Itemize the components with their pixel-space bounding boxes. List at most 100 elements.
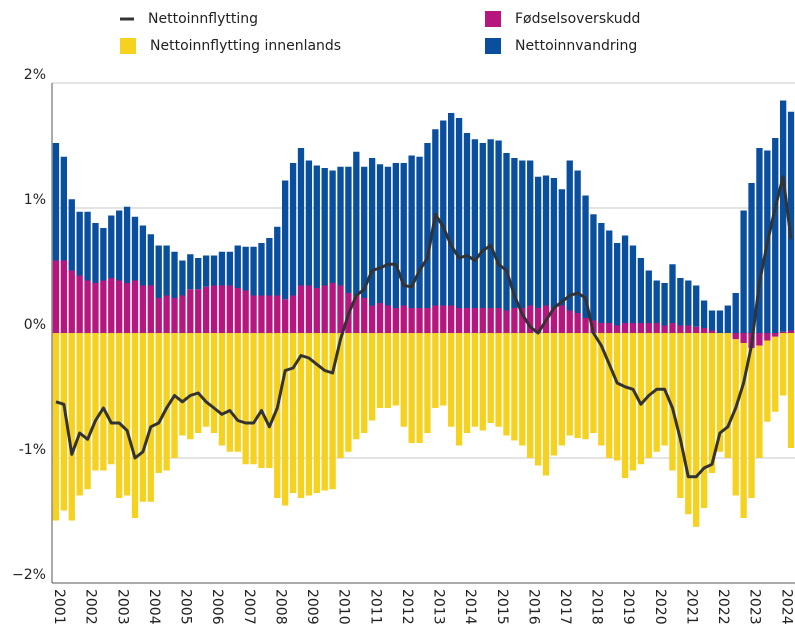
bar — [305, 333, 313, 496]
bar — [234, 288, 241, 333]
bar — [455, 308, 463, 333]
bar — [487, 308, 494, 333]
bar — [321, 285, 328, 333]
bar — [637, 333, 645, 465]
bar — [147, 333, 154, 502]
bar — [637, 258, 645, 323]
bar — [76, 211, 83, 276]
bar — [337, 166, 344, 286]
bar — [337, 285, 344, 333]
bar — [68, 199, 75, 271]
x-tick-label: 2001 — [51, 589, 67, 625]
legend-swatch — [485, 11, 501, 27]
bar — [779, 100, 787, 332]
bar — [289, 295, 297, 333]
x-tick-label: 2021 — [683, 589, 699, 625]
bar — [772, 333, 779, 337]
bar — [700, 300, 708, 328]
bar — [519, 308, 526, 333]
x-tick-label: 2019 — [620, 589, 636, 625]
x-tick-label: 2014 — [462, 589, 478, 625]
bar — [147, 234, 154, 286]
x-tick-label: 2023 — [747, 589, 763, 625]
bar — [700, 333, 708, 508]
bar — [92, 283, 99, 333]
bar — [92, 333, 99, 471]
bar — [534, 176, 542, 308]
bar — [305, 160, 313, 286]
legend-swatch — [120, 38, 136, 54]
bar — [653, 280, 660, 323]
bar — [368, 158, 376, 306]
bar — [155, 245, 162, 298]
bar — [297, 148, 305, 286]
x-tick-label: 2020 — [652, 589, 668, 625]
bar — [653, 323, 660, 333]
bar — [361, 298, 368, 333]
bar — [582, 318, 589, 333]
bar — [100, 228, 107, 281]
bar — [779, 331, 787, 333]
bar — [487, 333, 494, 423]
bar — [147, 285, 154, 333]
bar — [495, 333, 502, 427]
bar — [685, 325, 692, 333]
bar — [400, 163, 407, 306]
bar — [131, 216, 139, 281]
bar — [606, 333, 613, 458]
bar — [250, 246, 257, 296]
bar — [108, 215, 115, 278]
bar — [653, 333, 660, 452]
bar — [424, 143, 431, 308]
bar — [629, 333, 637, 471]
bar — [598, 223, 605, 323]
bar — [116, 210, 123, 281]
bar — [195, 289, 202, 333]
bar — [519, 333, 526, 446]
bar — [171, 251, 178, 298]
bar — [542, 175, 550, 306]
bar — [440, 305, 447, 333]
bar — [732, 333, 739, 340]
bar — [550, 178, 558, 308]
bar — [321, 168, 328, 286]
bar — [171, 298, 178, 333]
legend-swatch — [485, 38, 501, 54]
x-tick-label: 2002 — [83, 589, 99, 625]
legend-label: Fødselsoverskudd — [515, 11, 640, 27]
bar — [550, 308, 558, 333]
bar — [700, 328, 708, 333]
bar — [495, 140, 502, 308]
bar — [345, 333, 352, 452]
bar — [376, 333, 384, 408]
bar — [621, 323, 629, 333]
bar — [440, 120, 447, 306]
bar — [242, 333, 249, 465]
bar — [76, 275, 83, 333]
x-tick-label: 2015 — [494, 589, 510, 625]
bar — [313, 288, 320, 333]
bar — [566, 310, 573, 333]
bar — [582, 333, 589, 440]
bar — [424, 333, 431, 433]
bar — [613, 333, 621, 461]
bar — [661, 325, 668, 333]
bar — [669, 323, 676, 333]
bar — [685, 280, 692, 326]
bar — [297, 285, 305, 333]
bar — [266, 238, 273, 296]
bar — [258, 243, 265, 296]
bar — [131, 280, 139, 333]
bar — [732, 339, 739, 496]
bar — [527, 160, 534, 306]
bar — [463, 308, 471, 333]
bar — [574, 170, 581, 313]
bar — [100, 280, 107, 333]
bar — [787, 111, 795, 331]
bar — [724, 305, 731, 333]
bar — [116, 333, 123, 498]
bar — [60, 260, 68, 333]
bar — [52, 143, 60, 261]
bar — [669, 333, 676, 471]
